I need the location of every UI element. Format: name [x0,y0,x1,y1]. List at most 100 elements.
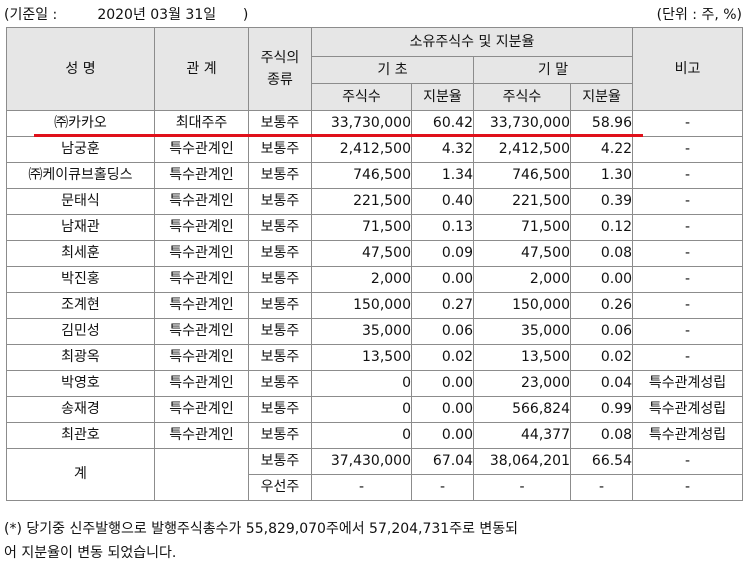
cell-stock-type: 보통주 [248,318,312,345]
total-label: 계 [6,448,155,501]
cell-relation: 특수관계인 [154,214,249,241]
total-common-note: - [632,448,744,475]
total-relation-empty [154,448,249,501]
col-header-shares-begin: 주식수 [311,83,412,111]
table-row: ㈜케이큐브홀딩스 특수관계인 보통주 746,500 1.34 746,500 1.30- [6,162,744,189]
shareholder-table: 성 명 관 계 주식의 종류 소유주식수 및 지분율 비고 기 초 기 말 주식… [6,27,744,501]
cell-shares-end: 23,000 [473,370,571,397]
cell-ratio-end: 0.26 [569,292,634,319]
cell-shares-end: 33,730,000 [473,110,571,137]
cell-shares-begin: 746,500 [311,162,412,189]
cell-note: 특수관계성립 [632,370,744,397]
cell-ratio-end: 0.99 [569,396,634,423]
cell-relation: 특수관계인 [154,292,249,319]
cell-note: - [632,188,744,215]
cell-ratio-begin: 0.00 [411,422,474,449]
cell-stock-type: 보통주 [248,266,312,293]
cell-note: 특수관계성립 [632,396,744,423]
cell-stock-type: 보통주 [248,188,312,215]
cell-ratio-begin: 0.00 [411,396,474,423]
cell-name: 박영호 [6,370,155,397]
total-common-ratio-begin: 67.04 [411,448,474,475]
total-common-type: 보통주 [248,448,312,475]
cell-shares-begin: 0 [311,370,412,397]
cell-stock-type: 보통주 [248,422,312,449]
cell-shares-begin: 221,500 [311,188,412,215]
cell-shares-begin: 0 [311,422,412,449]
total-preferred-type: 우선주 [248,474,312,501]
cell-relation: 특수관계인 [154,344,249,371]
cell-name: 송재경 [6,396,155,423]
table-row: 남재관 특수관계인 보통주 71,500 0.13 71,500 0.12- [6,214,744,241]
total-preferred-shares-begin: - [311,474,412,501]
cell-ratio-end: 1.30 [569,162,634,189]
total-common-shares-end: 38,064,201 [473,448,571,475]
cell-ratio-begin: 4.32 [411,136,474,163]
table-row: ㈜카카오 최대주주 보통주 33,730,000 60.42 33,730,000 58.9… [6,110,744,137]
cell-relation: 특수관계인 [154,162,249,189]
cell-stock-type: 보통주 [248,136,312,163]
cell-shares-end: 47,500 [473,240,571,267]
cell-name: 문태식 [6,188,155,215]
col-header-name: 성 명 [6,27,155,111]
col-header-relation: 관 계 [154,27,249,111]
red-underline-annotation [34,134,643,137]
unit-label: (단위 : 주, %) [656,7,742,23]
cell-name: 김민성 [6,318,155,345]
cell-ratio-end: 0.02 [569,344,634,371]
cell-name: 조계현 [6,292,155,319]
cell-note: - [632,162,744,189]
cell-relation: 특수관계인 [154,422,249,449]
total-preferred-ratio-begin: - [411,474,474,501]
total-row-preferred: 우선주 - - - - - [7,474,744,501]
total-common-ratio-end: 66.54 [569,448,634,475]
cell-shares-end: 150,000 [473,292,571,319]
table-row: 박영호 특수관계인 보통주 0 0.00 23,000 0.04 특수관계성립 [6,370,744,397]
col-header-shares-end: 주식수 [473,83,571,111]
cell-ratio-begin: 0.13 [411,214,474,241]
cell-stock-type: 보통주 [248,110,312,137]
cell-shares-begin: 33,730,000 [311,110,412,137]
cell-ratio-begin: 60.42 [411,110,474,137]
cell-name: 최세훈 [6,240,155,267]
cell-shares-begin: 0 [311,396,412,423]
cell-stock-type: 보통주 [248,214,312,241]
base-date: (기준일 : 2020년 03월 31일 ) [4,7,249,23]
table-row: 최관호 특수관계인 보통주 0 0.00 44,377 0.08 특수관계성립 [6,422,744,449]
col-header-note: 비고 [632,27,744,111]
cell-shares-begin: 13,500 [311,344,412,371]
cell-note: - [632,240,744,267]
cell-note: 특수관계성립 [632,422,744,449]
cell-ratio-begin: 0.40 [411,188,474,215]
cell-shares-end: 13,500 [473,344,571,371]
cell-stock-type: 보통주 [248,370,312,397]
cell-relation: 특수관계인 [154,318,249,345]
cell-stock-type: 보통주 [248,396,312,423]
cell-shares-end: 35,000 [473,318,571,345]
cell-ratio-end: 0.06 [569,318,634,345]
cell-shares-end: 2,000 [473,266,571,293]
cell-note: - [632,292,744,319]
table-row: 문태식 특수관계인 보통주 221,500 0.40 221,500 0.39- [6,188,744,215]
cell-relation: 특수관계인 [154,370,249,397]
cell-relation: 특수관계인 [154,240,249,267]
cell-ratio-begin: 0.06 [411,318,474,345]
table-row: 송재경 특수관계인 보통주 0 0.00 566,824 0.99 특수관계성립 [6,396,744,423]
col-header-ratio-begin: 지분율 [411,83,474,111]
cell-stock-type: 보통주 [248,292,312,319]
total-preferred-shares-end: - [473,474,571,501]
cell-ratio-end: 0.08 [569,422,634,449]
cell-relation: 특수관계인 [154,396,249,423]
cell-relation: 최대주주 [154,110,249,137]
cell-relation: 특수관계인 [154,136,249,163]
total-preferred-note: - [632,474,744,501]
col-header-end: 기 말 [472,56,634,84]
cell-note: - [632,318,744,345]
cell-shares-end: 44,377 [473,422,571,449]
cell-stock-type: 보통주 [248,162,312,189]
footnote: (*) 당기중 신주발행으로 발행주식총수가 55,829,070주에서 57,… [4,521,519,561]
cell-ratio-end: 58.96 [569,110,634,137]
cell-shares-end: 566,824 [473,396,571,423]
cell-note: - [632,214,744,241]
cell-shares-end: 221,500 [473,188,571,215]
